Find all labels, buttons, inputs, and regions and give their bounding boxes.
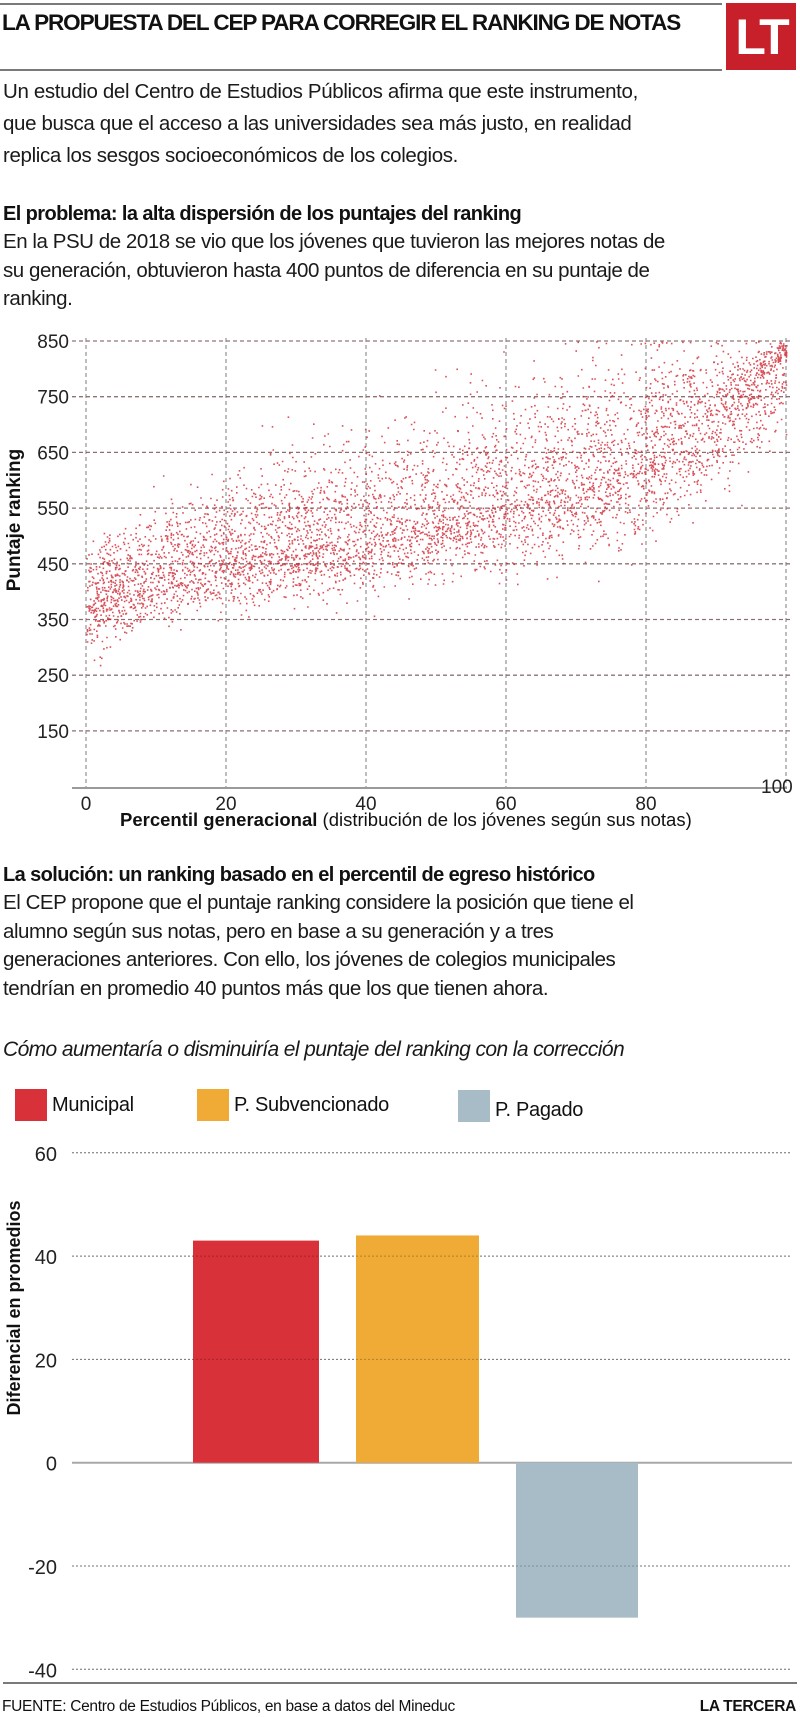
- bar-y-tick-label: 60: [35, 1144, 57, 1166]
- scatter-y-tick-label: 850: [37, 332, 69, 353]
- header-top-rule: [0, 3, 722, 5]
- bar-p-subvencionado: [356, 1235, 479, 1463]
- page-title: LA PROPUESTA DEL CEP PARA CORREGIR EL RA…: [2, 10, 681, 35]
- scatter-y-tick-label: 250: [37, 666, 69, 687]
- scatter-y-tick-label: 450: [37, 555, 69, 576]
- scatter-y-ticks: 850 750 650 550 450 350 250 150: [37, 332, 69, 743]
- section1-text: En la PSU de 2018 se vio que los jóvenes…: [3, 228, 665, 314]
- legend-label-municipal: Municipal: [52, 1094, 134, 1116]
- header-bottom-rule: [0, 69, 722, 71]
- bar-y-label: Diferencial en promedios: [4, 1200, 24, 1415]
- scatter-grid-overlay: [72, 340, 790, 732]
- scatter-x-label-bold: Percentil generacional: [120, 809, 317, 830]
- footer-source: FUENTE: Centro de Estudios Públicos, en …: [2, 1698, 455, 1715]
- scatter-x-tick-label: 20: [215, 794, 236, 815]
- scatter-x-label: Percentil generacional (distribución de …: [120, 809, 692, 830]
- bar-municipal: [193, 1240, 319, 1463]
- footer-rule: [3, 1682, 797, 1684]
- intro-text: Un estudio del Centro de Estudios Públic…: [3, 76, 638, 172]
- scatter-x-tick-label: 80: [635, 794, 656, 815]
- scatter-x-label-rest: (distribución de los jóvenes según sus n…: [317, 809, 691, 830]
- scatter-y-tick-label: 550: [37, 499, 69, 520]
- scatter-point-cloud: [86, 341, 788, 667]
- legend-swatch-pagado: [458, 1090, 490, 1122]
- legend-label-subvencionado: P. Subvencionado: [234, 1094, 389, 1116]
- scatter-y-tick-label: 150: [37, 722, 69, 743]
- scatter-y-tick-label: 350: [37, 611, 69, 632]
- scatter-x-ticks: 0 20 40 60 80 100: [81, 777, 793, 815]
- scatter-points: [86, 341, 788, 667]
- section1-line: En la PSU de 2018 se vio que los jóvenes…: [3, 230, 665, 253]
- bar-marks: [193, 1235, 638, 1618]
- section2-heading: La solución: un ranking basado en el per…: [3, 864, 595, 886]
- scatter-y-tick-label: 650: [37, 443, 69, 464]
- bar-p-pagado: [516, 1462, 638, 1618]
- intro-line: Un estudio del Centro de Estudios Públic…: [3, 80, 638, 103]
- footer-brand: LA TERCERA: [699, 1698, 797, 1715]
- section1-heading: El problema: la alta dispersión de los p…: [3, 203, 522, 225]
- bar-y-tick-label: 40: [35, 1247, 57, 1269]
- bar-y-ticks: 60 40 20 0 -20 -40: [28, 1144, 57, 1680]
- section2-line: El CEP propone que el puntaje ranking co…: [3, 891, 634, 914]
- legend-swatch-subvencionado: [197, 1089, 229, 1121]
- scatter-y-label: Puntaje ranking: [4, 449, 25, 592]
- legend-label-pagado: P. Pagado: [495, 1099, 584, 1121]
- intro-line: que busca que el acceso a las universida…: [3, 112, 632, 135]
- legend-swatch-municipal: [15, 1089, 47, 1121]
- bar-y-tick-label: 0: [46, 1454, 57, 1476]
- scatter-y-tick-label: 750: [37, 388, 69, 409]
- section2-line: tendrían en promedio 40 puntos más que l…: [3, 976, 549, 1000]
- scatter-x-tick-label: 0: [81, 794, 92, 815]
- section2-text: El CEP propone que el puntaje ranking co…: [3, 889, 634, 1003]
- bar-y-tick-label: 20: [35, 1350, 57, 1372]
- bar-grid-overlay: [72, 1152, 792, 1670]
- scatter-x-tick-label: 60: [495, 794, 516, 815]
- section1-line: ranking.: [3, 287, 73, 310]
- scatter-x-tick-label: 40: [355, 794, 376, 815]
- la-tercera-logo: LT: [726, 3, 796, 70]
- scatter-grid: [72, 338, 790, 788]
- section2-line: alumno según sus notas, pero en base a s…: [3, 919, 554, 943]
- bar-y-tick-label: -40: [28, 1660, 57, 1680]
- intro-line: replica los sesgos socioeconómicos de lo…: [3, 144, 459, 167]
- section1-line: su generación, obtuvieron hasta 400 punt…: [3, 258, 650, 282]
- section2-line: generaciones anteriores. Con ello, los j…: [3, 948, 616, 971]
- bar-y-tick-label: -20: [28, 1557, 57, 1579]
- bar-chart: 60 40 20 0 -20 -40 Diferencial en promedios: [4, 1144, 792, 1680]
- scatter-x-tick-label: 100: [761, 777, 793, 798]
- scatter-chart: 850 750 650 550 450 350 250 150 0 20 40 60 80 100 Pu…: [4, 332, 793, 830]
- bar-chart-title: Cómo aumentaría o disminuiría el puntaje…: [3, 1038, 625, 1061]
